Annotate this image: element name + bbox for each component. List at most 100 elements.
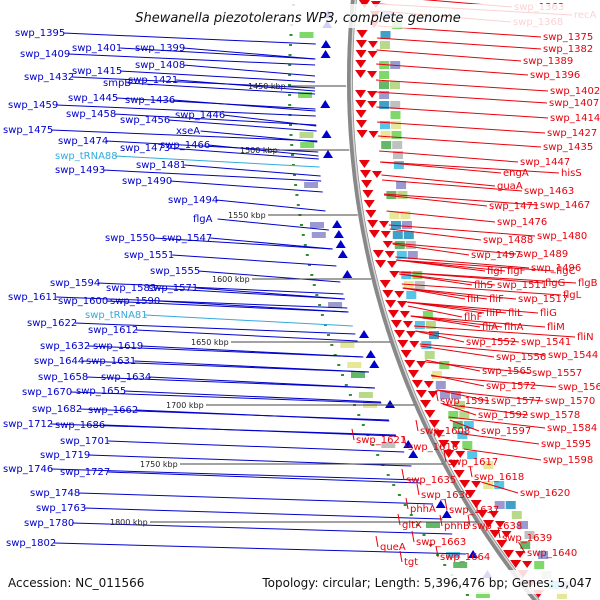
topology-text: Topology: circular; Length: 5,396,476 bp… xyxy=(261,576,592,590)
right-gene-label: flgL xyxy=(563,290,582,301)
forward-gene-mark xyxy=(400,350,412,358)
reverse-gene-mark xyxy=(359,330,370,338)
left-gene-label: swp_1456 xyxy=(120,115,170,126)
kbp-tick-label: 1600 kbp xyxy=(212,275,250,284)
right-label-connector xyxy=(389,228,482,241)
function-block xyxy=(310,222,324,228)
function-block xyxy=(379,71,390,79)
function-block xyxy=(452,421,463,429)
function-block xyxy=(426,522,440,528)
left-label-connector xyxy=(56,296,348,309)
left-gene-label: swp_1670 xyxy=(22,387,72,398)
right-label-connector xyxy=(392,243,470,256)
forward-gene-mark xyxy=(443,450,455,458)
function-block xyxy=(459,411,470,419)
right-gene-label: swp_1447 xyxy=(520,157,570,168)
gene-labels: swp_1395 swp_1401 swp_1399 swp_1409 swp_1408… xyxy=(3,2,600,568)
marker-dot xyxy=(300,224,303,226)
right-gene-label: swp_1480 xyxy=(537,231,587,242)
function-block xyxy=(412,271,423,279)
function-block xyxy=(494,501,505,509)
right-label-connector xyxy=(455,432,540,445)
function-block xyxy=(402,221,412,229)
marker-dot xyxy=(288,94,292,96)
forward-gene-mark xyxy=(355,120,367,128)
forward-gene-mark xyxy=(438,440,450,448)
right-label-connector xyxy=(380,161,502,174)
left-gene-label: swp_1571 xyxy=(148,283,198,294)
reverse-gene-mark xyxy=(342,270,353,278)
right-gene-label: swp_1407 xyxy=(549,98,599,109)
reverse-gene-mark xyxy=(365,350,376,358)
right-label-connector xyxy=(449,419,480,432)
function-block xyxy=(390,111,401,119)
right-gene-label: swp_1556 xyxy=(496,352,546,363)
right-gene-label: flgG xyxy=(545,278,565,289)
right-gene-label: swp_1561 xyxy=(558,382,600,393)
right-label-connector xyxy=(405,497,409,510)
right-label-connector xyxy=(395,259,555,272)
forward-gene-mark xyxy=(448,460,460,468)
forward-gene-mark xyxy=(365,210,377,218)
marker-dot xyxy=(294,184,298,186)
marker-dot xyxy=(327,334,330,336)
marker-dot xyxy=(443,564,447,566)
left-label-connector xyxy=(168,147,319,160)
left-gene-label: swp_1446 xyxy=(175,110,225,121)
right-label-connector xyxy=(410,315,546,328)
left-gene-label: swp_1746 xyxy=(3,464,53,475)
function-block xyxy=(299,132,314,138)
forward-gene-mark xyxy=(367,71,378,78)
right-gene-label: fliN xyxy=(577,332,594,343)
forward-gene-mark xyxy=(459,480,471,488)
function-block xyxy=(403,231,414,239)
right-label-connector xyxy=(376,49,522,62)
kbp-tick-label: 1700 kbp xyxy=(166,401,204,410)
left-gene-label: swp_tRNA81 xyxy=(85,310,148,321)
left-label-connector xyxy=(183,64,316,77)
marker-dot xyxy=(288,54,292,56)
left-label-connector xyxy=(217,218,329,231)
right-gene-label: flgB xyxy=(578,278,598,289)
left-gene-label: swp_1632 xyxy=(40,341,90,352)
function-block xyxy=(511,511,522,519)
right-gene-label: swp_1636 xyxy=(421,490,471,501)
left-label-connector xyxy=(103,424,397,437)
marker-dot xyxy=(289,134,293,136)
right-gene-label: swp_1435 xyxy=(543,142,593,153)
function-block xyxy=(414,321,425,329)
forward-gene-mark xyxy=(488,511,499,518)
right-gene-label: swp_1595 xyxy=(541,439,591,450)
left-gene-label: swp_1551 xyxy=(124,250,174,261)
function-block xyxy=(453,562,468,568)
left-gene-label: swp_1493 xyxy=(55,165,105,176)
left-label-connector xyxy=(124,390,381,403)
right-label-connector xyxy=(399,273,496,286)
forward-gene-mark xyxy=(355,60,367,68)
left-gene-label: swp_tRNA88 xyxy=(55,151,118,162)
forward-gene-mark xyxy=(495,521,506,528)
forward-gene-mark xyxy=(455,451,466,458)
right-label-connector xyxy=(518,541,526,554)
right-gene-label: swp_1584 xyxy=(547,423,597,434)
marker-dot xyxy=(289,44,292,46)
forward-gene-mark xyxy=(355,90,367,98)
right-gene-label: swp_1544 xyxy=(548,350,598,361)
right-label-connector xyxy=(497,526,501,539)
left-label-connector xyxy=(183,47,316,60)
left-gene-label: swp_1408 xyxy=(135,60,185,71)
right-gene-label: engA xyxy=(503,168,529,179)
function-block xyxy=(463,421,474,429)
marker-dot xyxy=(429,544,433,546)
right-label-connector xyxy=(439,514,443,527)
left-label-connector xyxy=(141,345,364,358)
forward-gene-mark xyxy=(503,550,515,558)
marker-dot xyxy=(386,474,390,476)
left-label-connector xyxy=(106,300,349,313)
kbp-tick-label: 1550 kbp xyxy=(228,211,266,220)
left-gene-label: swp_1612 xyxy=(88,325,138,336)
right-label-connector xyxy=(399,550,403,563)
forward-gene-mark xyxy=(501,531,512,538)
right-label-connector xyxy=(406,301,539,314)
left-gene-label: swp_1550 xyxy=(105,233,155,244)
